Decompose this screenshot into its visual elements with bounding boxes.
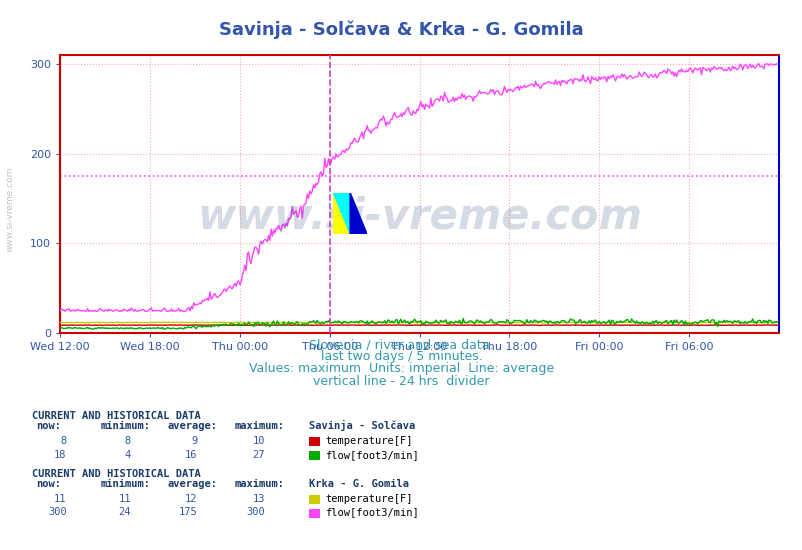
Text: now:: now: <box>36 421 61 431</box>
Text: Slovenia / river and sea data.: Slovenia / river and sea data. <box>309 338 493 351</box>
Text: average:: average: <box>167 478 217 489</box>
Text: flow[foot3/min]: flow[foot3/min] <box>325 449 419 460</box>
Text: www.si-vreme.com: www.si-vreme.com <box>196 195 642 237</box>
Text: last two days / 5 minutes.: last two days / 5 minutes. <box>320 350 482 364</box>
Text: temperature[F]: temperature[F] <box>325 493 412 504</box>
Text: 11: 11 <box>118 493 131 504</box>
Text: now:: now: <box>36 478 61 489</box>
Text: 9: 9 <box>191 436 197 446</box>
Text: flow[foot3/min]: flow[foot3/min] <box>325 507 419 518</box>
Text: average:: average: <box>167 421 217 431</box>
Text: CURRENT AND HISTORICAL DATA: CURRENT AND HISTORICAL DATA <box>32 411 200 421</box>
Polygon shape <box>333 192 350 234</box>
Polygon shape <box>333 192 350 234</box>
Text: 10: 10 <box>252 436 265 446</box>
Text: 24: 24 <box>118 507 131 518</box>
Text: Values: maximum  Units: imperial  Line: average: Values: maximum Units: imperial Line: av… <box>249 362 553 376</box>
Text: temperature[F]: temperature[F] <box>325 436 412 446</box>
Text: 27: 27 <box>252 449 265 460</box>
Text: 4: 4 <box>124 449 131 460</box>
Text: minimum:: minimum: <box>100 478 150 489</box>
Text: maximum:: maximum: <box>234 421 284 431</box>
Text: 16: 16 <box>184 449 197 460</box>
Text: minimum:: minimum: <box>100 421 150 431</box>
Text: 8: 8 <box>60 436 67 446</box>
Text: www.si-vreme.com: www.si-vreme.com <box>6 166 15 252</box>
Text: 300: 300 <box>246 507 265 518</box>
Text: maximum:: maximum: <box>234 478 284 489</box>
Text: CURRENT AND HISTORICAL DATA: CURRENT AND HISTORICAL DATA <box>32 469 200 479</box>
Text: 8: 8 <box>124 436 131 446</box>
Text: Krka - G. Gomila: Krka - G. Gomila <box>309 478 409 489</box>
Text: Savinja - Solčava & Krka - G. Gomila: Savinja - Solčava & Krka - G. Gomila <box>219 21 583 40</box>
Text: vertical line - 24 hrs  divider: vertical line - 24 hrs divider <box>313 375 489 388</box>
Text: 175: 175 <box>179 507 197 518</box>
Text: Savinja - Solčava: Savinja - Solčava <box>309 420 415 431</box>
Text: 18: 18 <box>54 449 67 460</box>
Text: 13: 13 <box>252 493 265 504</box>
Text: 300: 300 <box>48 507 67 518</box>
Text: 11: 11 <box>54 493 67 504</box>
Text: 12: 12 <box>184 493 197 504</box>
Polygon shape <box>350 192 367 234</box>
